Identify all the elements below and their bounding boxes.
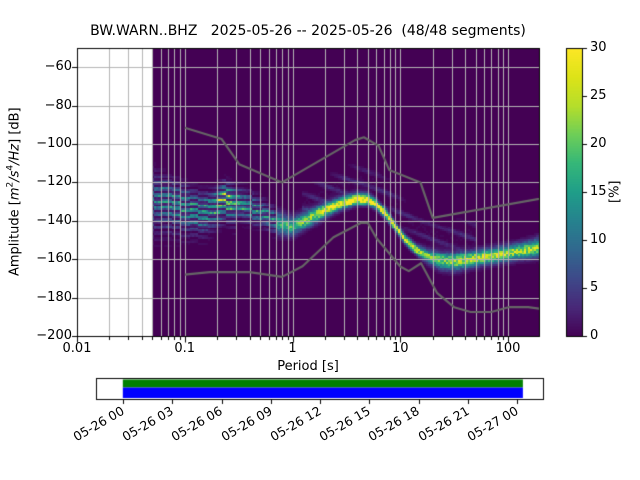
y-tick-label: −140 (36, 212, 72, 228)
y-tick-label: −100 (36, 136, 72, 151)
x-tick-label: 0.1 (174, 341, 196, 356)
colorbar-label: [%] (607, 180, 623, 204)
colorbar-tick-label: 0 (590, 328, 599, 343)
x-axis-label: Period [s] (277, 359, 339, 374)
y-axis-label: Amplitude [m2/s4/Hz] [dB] (5, 107, 23, 277)
colorbar-tick-label: 5 (590, 280, 599, 295)
y-tick-label: −80 (44, 97, 72, 113)
colorbar-tick-label: 15 (590, 184, 607, 199)
y-tick-label: −160 (36, 251, 72, 267)
y-tick-label: −120 (36, 174, 72, 190)
colorbar-tick-label: 30 (590, 40, 607, 55)
y-tick-label: −200 (36, 328, 72, 343)
y-tick-label: −60 (44, 59, 72, 75)
y-tick-label: −180 (36, 289, 72, 305)
x-tick-label: 0.01 (62, 341, 92, 356)
plot-title: BW.WARN..BHZ 2025-05-26 -- 2025-05-26 (4… (90, 23, 526, 39)
x-tick-label: 1 (288, 341, 297, 356)
x-tick-label: 100 (495, 341, 521, 356)
colorbar-tick-label: 10 (590, 232, 607, 247)
colorbar-tick-label: 20 (590, 136, 607, 151)
x-tick-label: 10 (391, 341, 409, 356)
colorbar-tick-label: 25 (590, 88, 607, 103)
